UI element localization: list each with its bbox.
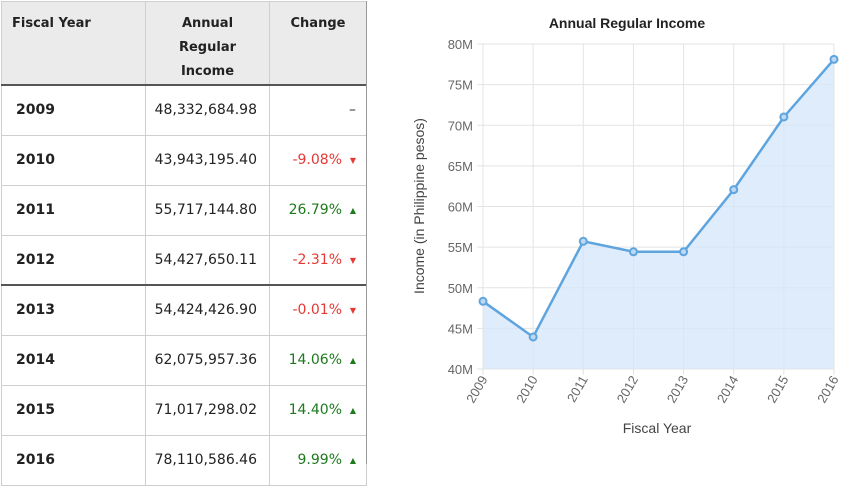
data-point[interactable] [528, 332, 538, 342]
y-tick-label: 80M [448, 37, 473, 52]
chart-title: Annual Regular Income [549, 15, 706, 31]
cell-change: -0.01% ▼ [269, 284, 367, 336]
y-tick-label: 65M [448, 159, 473, 174]
x-tick-label: 2012 [614, 373, 641, 406]
cell-fiscal-year: 2010 [1, 134, 146, 186]
x-tick-label: 2009 [463, 373, 490, 406]
x-axis-label: Fiscal Year [623, 420, 692, 436]
cell-fiscal-year: 2016 [1, 434, 146, 486]
cell-income: 54,424,426.90 [145, 284, 270, 336]
table-header-row: Fiscal Year Annual Regular Income Change [1, 1, 367, 86]
income-table: Fiscal Year Annual Regular Income Change … [1, 1, 367, 486]
x-tick-label: 2014 [714, 373, 741, 406]
cell-fiscal-year: 2014 [1, 334, 146, 386]
down-arrow-icon: ▼ [349, 306, 356, 316]
header-annual-income[interactable]: Annual Regular Income [145, 1, 270, 86]
dash-icon: – [349, 102, 356, 119]
income-line [482, 58, 835, 339]
y-tick-label: 40M [448, 362, 473, 377]
header-income-line1: Annual Regular [178, 16, 237, 55]
table-body: 2009 48,332,684.98–2010 43,943,195.40 -9.08… [1, 84, 367, 486]
cell-income: 48,332,684.98 [145, 84, 270, 136]
cell-income: 55,717,144.80 [145, 184, 270, 236]
cell-change: 14.06% ▲ [269, 334, 367, 386]
cell-income: 54,427,650.11 [145, 234, 270, 286]
up-arrow-icon: ▲ [349, 206, 356, 215]
change-value: -2.31% [292, 251, 342, 268]
y-tick-label: 50M [448, 281, 473, 296]
cell-fiscal-year: 2009 [1, 84, 146, 136]
data-point[interactable] [578, 236, 588, 246]
cell-fiscal-year: 2015 [1, 384, 146, 436]
table-row: 2015 71,017,298.02 14.40% ▲ [1, 384, 367, 436]
change-value: 26.79% [288, 202, 342, 218]
table-row: 2016 78,110,586.46 9.99% ▲ [1, 434, 367, 486]
up-arrow-icon: ▲ [349, 456, 356, 465]
x-tick-label: 2015 [764, 373, 791, 406]
table-row: 2011 55,717,144.80 26.79% ▲ [1, 184, 367, 236]
data-point[interactable] [628, 247, 638, 257]
income-area [483, 59, 834, 369]
change-value: 14.06% [288, 352, 342, 368]
change-value: -0.01% [292, 302, 342, 319]
up-arrow-icon: ▲ [349, 356, 356, 365]
x-axis-ticks: 2009 2010 2011 2012 2013 2014 2015 2016 [463, 373, 841, 406]
data-point[interactable] [729, 185, 739, 195]
cell-change: 26.79% ▲ [269, 184, 367, 236]
income-chart: Annual Regular Income 40M 45M 50M 55M 60M 65M… [411, 15, 842, 436]
data-point[interactable] [679, 247, 689, 257]
data-points [478, 54, 839, 342]
cell-income: 71,017,298.02 [145, 384, 270, 436]
header-fiscal-year[interactable]: Fiscal Year [1, 1, 146, 86]
cell-change: – [269, 84, 367, 136]
data-point[interactable] [478, 296, 488, 306]
y-tick-label: 70M [448, 118, 473, 133]
y-tick-label: 75M [448, 78, 473, 93]
y-axis-ticks: 40M 45M 50M 55M 60M 65M 70M 75M 80M [448, 37, 473, 377]
y-tick-label: 45M [448, 321, 473, 336]
table-row: 2014 62,075,957.36 14.06% ▲ [1, 334, 367, 386]
data-point[interactable] [829, 54, 839, 64]
table-row: 2010 43,943,195.40 -9.08% ▼ [1, 134, 367, 186]
down-arrow-icon: ▼ [349, 255, 356, 265]
cell-fiscal-year: 2012 [1, 234, 146, 286]
cell-income: 43,943,195.40 [145, 134, 270, 186]
cell-change: 14.40% ▲ [269, 384, 367, 436]
y-tick-label: 60M [448, 200, 473, 215]
cell-change: 9.99% ▲ [269, 434, 367, 486]
x-tick-label: 2010 [513, 373, 540, 406]
x-tick-label: 2013 [664, 373, 691, 406]
data-point[interactable] [779, 112, 789, 122]
down-arrow-icon: ▼ [349, 156, 356, 165]
cell-change: -2.31% ▼ [269, 234, 367, 286]
x-tick-label: 2011 [564, 373, 591, 405]
header-change[interactable]: Change [269, 1, 367, 86]
up-arrow-icon: ▲ [349, 406, 356, 415]
table-row: 2012 54,427,650.11 -2.31% ▼ [1, 234, 367, 286]
y-tick-label: 55M [448, 240, 473, 255]
cell-change: -9.08% ▼ [269, 134, 367, 186]
cell-fiscal-year: 2011 [1, 184, 146, 236]
header-income-line2: Income [180, 64, 235, 79]
change-value: -9.08% [292, 152, 342, 168]
change-value: 9.99% [297, 452, 342, 468]
table-row: 2009 48,332,684.98 – [1, 84, 367, 136]
y-axis-label: Income (in Philippine pesos) [411, 118, 427, 294]
change-value: 14.40% [288, 402, 342, 418]
cell-income: 78,110,586.46 [145, 434, 270, 486]
table-right-border [366, 1, 367, 464]
cell-fiscal-year: 2013 [1, 284, 146, 336]
cell-income: 62,075,957.36 [145, 334, 270, 386]
table-row: 2013 54,424,426.90 -0.01% ▼ [1, 284, 367, 336]
x-tick-label: 2016 [814, 373, 841, 406]
